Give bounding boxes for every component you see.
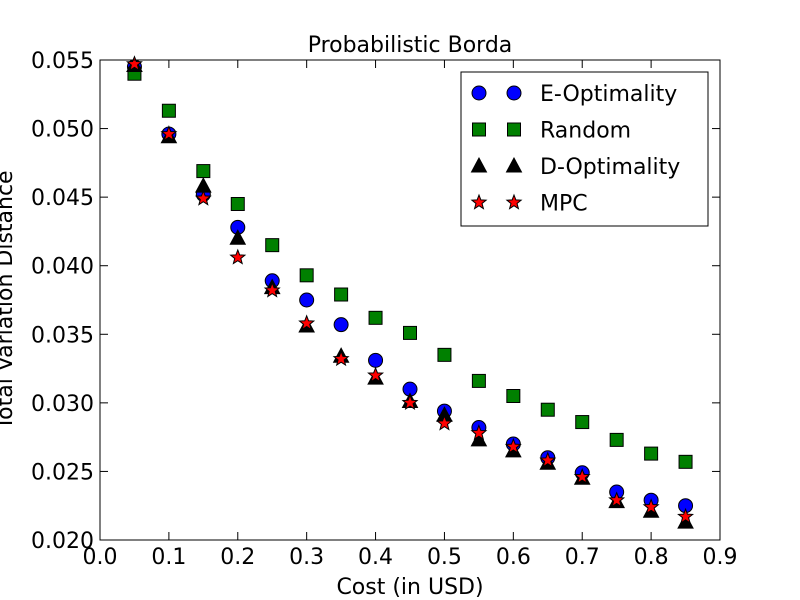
data-point-square [403,325,417,340]
data-point-square [506,389,521,403]
data-point-star [435,414,453,431]
data-point-square [161,103,176,118]
legend-entry: MPC [470,192,588,217]
y-tick-label: 0.040 [31,255,94,280]
x-tick-label: 0.8 [634,545,669,570]
data-point-star [642,498,660,515]
data-point-star [470,424,488,441]
data-point-star [160,125,178,142]
legend-entry: Random [472,119,631,144]
data-point-square [644,446,659,461]
data-point-square [540,402,555,417]
data-point-star [263,281,281,298]
legend-box [460,71,709,227]
plot-frame [99,59,721,541]
data-point-square [230,197,245,211]
data-point-circle [368,352,384,368]
y-tick-label: 0.020 [31,529,94,554]
data-point-square [471,373,486,388]
legend-marker-triangle [505,156,523,173]
data-point-circle [299,292,315,308]
x-tick-label: 0.0 [83,545,118,570]
data-point-star [367,366,385,383]
data-point-star [608,491,626,508]
legend-marker-square [507,122,521,137]
y-tick-label: 0.045 [31,186,94,211]
x-tick-label: 0.9 [703,545,738,570]
y-tick-label: 0.050 [31,118,94,143]
legend-entry: E-Optimality [471,82,677,107]
data-point-star [401,393,419,411]
data-point-star [573,468,591,485]
data-point-square [265,238,280,253]
y-tick-label: 0.025 [31,460,94,485]
data-point-square [299,268,314,283]
legend-marker-star [505,193,523,210]
data-point-star [125,55,143,72]
x-tick-label: 0.7 [565,545,600,570]
series-mpc [125,55,695,524]
data-point-star [194,189,212,206]
y-tick-label: 0.055 [31,49,94,74]
y-tick-label: 0.035 [31,323,94,348]
data-point-square [609,432,624,447]
data-point-star [539,451,557,468]
x-axis-ticks: 0.0 0.1 0.2 0.3 0.4 0.5 0.6 0.7 0.8 0.9 [83,60,738,570]
series-random [127,66,693,469]
x-tick-label: 0.2 [220,545,255,570]
legend-label: Random [540,119,631,144]
data-point-triangle [229,229,247,245]
x-axis-label: Cost (in USD) [336,575,483,600]
legend-marker-triangle [470,156,488,173]
x-tick-label: 0.1 [151,545,186,570]
y-axis-label: Total Variation Distance [0,170,18,430]
legend-entry: D-Optimality [470,155,680,180]
legend-marker-circle [471,85,487,101]
legend: E-Optimality Random D-Optimality MPC [460,71,709,227]
x-tick-label: 0.6 [496,545,531,570]
y-axis-ticks: 0.020 0.025 0.030 0.035 0.040 0.045 0.050 0.055 [31,49,720,554]
data-point-star [504,437,522,454]
x-tick-label: 0.4 [358,545,393,570]
data-point-star [677,507,695,524]
legend-label: D-Optimality [540,155,680,180]
y-tick-label: 0.030 [31,392,94,417]
data-point-square [368,310,383,325]
data-marks [125,55,695,529]
x-tick-label: 0.3 [289,545,324,570]
legend-marker-star [470,193,488,210]
chart-title: Probabilistic Borda [308,33,513,58]
legend-marker-square [472,122,486,137]
data-point-star [332,350,350,367]
legend-label: MPC [540,192,588,217]
data-point-square [334,287,349,302]
legend-label: E-Optimality [540,82,677,107]
data-point-star [298,314,316,331]
data-point-star [229,248,247,265]
data-point-square [678,454,693,469]
data-point-square [437,347,452,362]
legend-marker-circle [506,85,522,101]
data-point-circle [333,317,349,333]
data-point-square [196,164,211,179]
x-tick-label: 0.5 [427,545,462,570]
data-point-square [575,415,590,430]
